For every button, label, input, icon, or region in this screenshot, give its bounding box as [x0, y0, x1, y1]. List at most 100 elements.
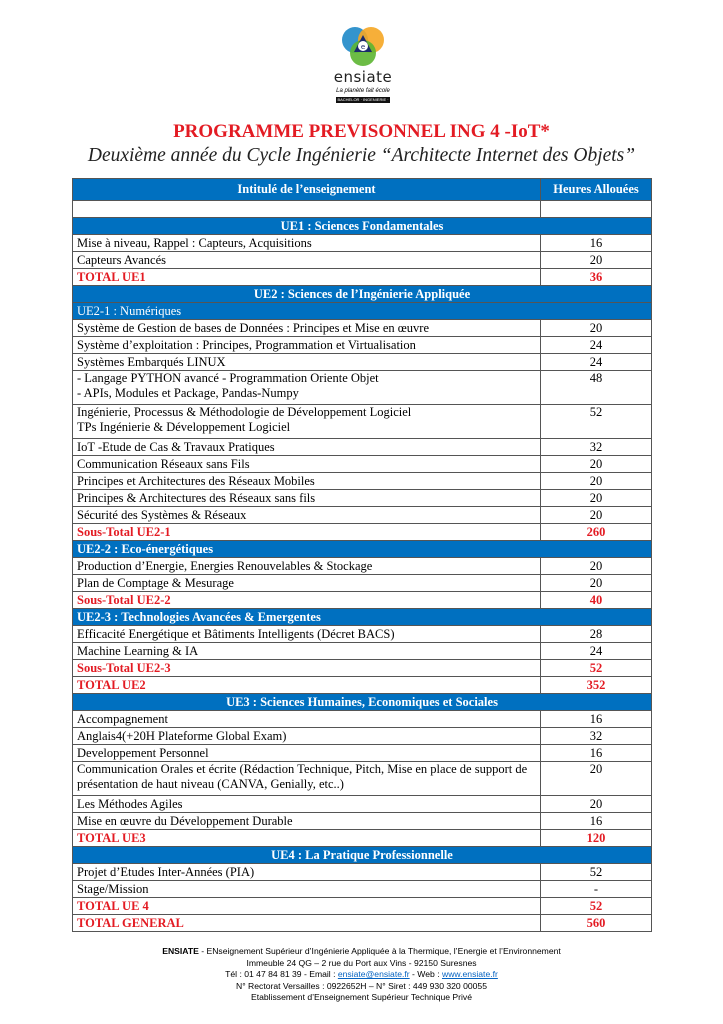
hours-cell: 16	[540, 812, 652, 830]
footer-registration: N° Rectorat Versailles : 0922652H – N° S…	[236, 980, 487, 991]
hours-cell: 28	[540, 625, 652, 643]
course-label: Efficacité Energétique et Bâtiments Inte…	[77, 626, 395, 641]
table-row: Anglais4(+20H Plateforme Global Exam) 32	[72, 727, 652, 745]
section-header-row: UE3 : Sciences Humaines, Economiques et …	[72, 693, 652, 711]
hours-cell: 24	[540, 336, 652, 354]
course-cell: Ingénierie, Processus & Méthodologie de …	[72, 404, 541, 439]
section-title: UE4 : La Pratique Professionnelle	[72, 846, 652, 864]
section-header-row: UE2 : Sciences de l’Ingénierie Appliquée	[72, 285, 652, 303]
hours-cell: 40	[540, 591, 652, 609]
total-row: TOTAL GENERAL 560	[72, 914, 652, 932]
footer-address: Immeuble 24 QG – 2 rue du Port aux Vins …	[246, 957, 477, 968]
table-row: Système de Gestion de bases de Données :…	[72, 319, 652, 337]
footer-school-name: - ENseignement Supérieur d’Ingénierie Ap…	[198, 946, 561, 956]
total-row: Sous-Total UE2-1 260	[72, 523, 652, 541]
hours-cell: 20	[540, 489, 652, 507]
course-label: TOTAL UE1	[77, 269, 146, 284]
course-cell: Sous-Total UE2-3	[72, 659, 541, 677]
course-cell: Capteurs Avancés	[72, 251, 541, 269]
subsection-header-row: UE2-1 : Numériques	[72, 302, 652, 320]
total-row: TOTAL UE2 352	[72, 676, 652, 694]
course-cell: Système de Gestion de bases de Données :…	[72, 319, 541, 337]
course-cell: TOTAL UE3	[72, 829, 541, 847]
course-label: Sous-Total UE2-1	[77, 524, 171, 539]
header-course: Intitulé de l’enseignement	[72, 178, 541, 201]
course-label: TOTAL UE2	[77, 677, 146, 692]
course-cell: Sécurité des Systèmes & Réseaux	[72, 506, 541, 524]
hours-cell: 52	[540, 897, 652, 915]
hours-cell: 352	[540, 676, 652, 694]
hours-cell: 32	[540, 727, 652, 745]
hours-cell: 16	[540, 744, 652, 762]
hours-cell: 120	[540, 829, 652, 847]
course-cell: Machine Learning & IA	[72, 642, 541, 660]
table-row: Production d’Energie, Energies Renouvela…	[72, 557, 652, 575]
section-header-row: UE4 : La Pratique Professionnelle	[72, 846, 652, 864]
course-cell: - Langage PYTHON avancé - Programmation …	[72, 370, 541, 405]
section-header-row: UE1 : Sciences Fondamentales	[72, 217, 652, 235]
header-hours: Heures Allouées	[540, 178, 652, 201]
table-row: Systèmes Embarqués LINUX 24	[72, 353, 652, 371]
section-title: UE2-3 : Technologies Avancées & Emergent…	[72, 608, 652, 626]
course-cell: Stage/Mission	[72, 880, 541, 898]
course-cell: Projet d’Etudes Inter-Années (PIA)	[72, 863, 541, 881]
course-cell: Efficacité Energétique et Bâtiments Inte…	[72, 625, 541, 643]
ensiate-logo: e	[342, 27, 384, 66]
website-link[interactable]: www.ensiate.fr	[441, 969, 498, 980]
hours-cell: 260	[540, 523, 652, 541]
course-label: TOTAL UE3	[77, 830, 146, 845]
logo-bar: BACHELOR · INGENIERIE · MBA	[336, 97, 390, 108]
course-label: Mise en œuvre du Développement Durable	[77, 813, 293, 828]
course-cell: TOTAL UE2	[72, 676, 541, 694]
table-row: Sécurité des Systèmes & Réseaux 20	[72, 506, 652, 524]
course-label: Sous-Total UE2-3	[77, 660, 171, 675]
section-title: UE1 : Sciences Fondamentales	[72, 217, 652, 235]
course-label: Systèmes Embarqués LINUX	[77, 354, 226, 369]
course-label: Système d’exploitation : Principes, Prog…	[77, 337, 416, 352]
subsection-header-row: UE2-2 : Eco-énergétiques	[72, 540, 652, 558]
program-table: Intitulé de l’enseignement Heures Alloué…	[72, 178, 652, 932]
table-row: Projet d’Etudes Inter-Années (PIA) 52	[72, 863, 652, 881]
email-link[interactable]: ensiate@ensiate.fr	[337, 969, 410, 980]
total-row: Sous-Total UE2-2 40	[72, 591, 652, 609]
hours-cell: 20	[540, 795, 652, 813]
course-cell: Sous-Total UE2-2	[72, 591, 541, 609]
hours-cell: 36	[540, 268, 652, 286]
table-row: IoT -Etude de Cas & Travaux Pratiques 32	[72, 438, 652, 456]
table-row: Capteurs Avancés 20	[72, 251, 652, 269]
hours-cell: 24	[540, 353, 652, 371]
total-row: TOTAL UE1 36	[72, 268, 652, 286]
course-cell	[72, 200, 541, 218]
hours-cell: 52	[540, 404, 652, 439]
course-cell: Système d’exploitation : Principes, Prog…	[72, 336, 541, 354]
section-title: UE2-1 : Numériques	[72, 302, 652, 320]
course-cell: Production d’Energie, Energies Renouvela…	[72, 557, 541, 575]
course-label: Les Méthodes Agiles	[77, 796, 183, 811]
hours-cell: 16	[540, 710, 652, 728]
table-row: Mise en œuvre du Développement Durable 16	[72, 812, 652, 830]
course-label: Principes & Architectures des Réseaux sa…	[77, 490, 316, 505]
table-body: UE1 : Sciences Fondamentales Mise à nivea…	[72, 200, 652, 932]
hours-cell: 32	[540, 438, 652, 456]
footer-status: Etablissement d’Enseignement Supérieur T…	[250, 992, 473, 1003]
page-title: PROGRAMME PREVISONNEL ING 4 -IoT*	[173, 121, 550, 142]
course-cell: Plan de Comptage & Mesurage	[72, 574, 541, 592]
course-label: Principes et Architectures des Réseaux M…	[77, 473, 315, 488]
course-label: Système de Gestion de bases de Données :…	[77, 320, 430, 335]
hours-cell: 16	[540, 234, 652, 252]
hours-cell	[540, 200, 652, 218]
course-label-line2: TPs Ingénierie & Développement Logiciel	[77, 420, 291, 434]
hours-cell: 52	[540, 659, 652, 677]
course-label: - Langage PYTHON avancé - Programmation …	[77, 371, 379, 385]
course-cell: Systèmes Embarqués LINUX	[72, 353, 541, 371]
course-cell: TOTAL UE 4	[72, 897, 541, 915]
course-label: Production d’Energie, Energies Renouvela…	[77, 558, 373, 573]
course-cell: Accompagnement	[72, 710, 541, 728]
footer: ENSIATE - ENseignement Supérieur d’Ingén…	[0, 946, 723, 1004]
table-row: Developpement Personnel 16	[72, 744, 652, 762]
hours-cell: 20	[540, 761, 652, 796]
logo-tagline: La planète fait école	[336, 88, 390, 94]
course-label: Plan de Comptage & Mesurage	[77, 575, 234, 590]
hours-cell: 20	[540, 574, 652, 592]
hours-cell: 52	[540, 863, 652, 881]
